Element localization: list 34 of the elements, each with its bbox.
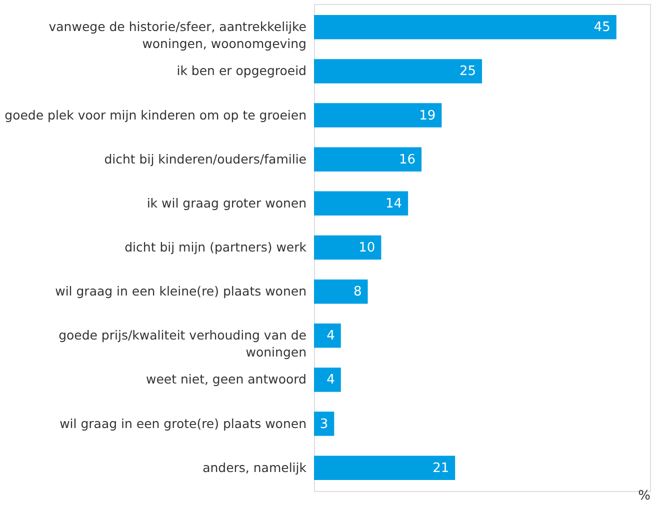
bar	[314, 15, 616, 40]
data-label: 45	[594, 20, 610, 36]
data-label: 25	[459, 64, 476, 80]
y-tick-label: ik ben er opgegroeid	[176, 63, 306, 78]
data-label: 4	[326, 372, 335, 388]
data-label: 16	[398, 152, 416, 168]
y-tick-label: goede plek voor mijn kinderen om op te groeien	[4, 107, 306, 122]
bar	[314, 191, 408, 216]
data-label: 19	[419, 108, 436, 124]
data-label: 3	[320, 416, 328, 432]
y-tick-label: weet niet, geen antwoord	[146, 372, 306, 387]
data-label: 4	[326, 328, 335, 344]
bar	[314, 279, 368, 304]
bar	[314, 368, 341, 392]
y-tick-label: vanwege de historie/sfeer, aantrekkelijke woningen, woonomgeving	[48, 19, 307, 52]
bar	[314, 235, 382, 260]
data-label: 10	[358, 240, 376, 256]
y-tick-label: wil graag in een grote(re) plaats wonen	[60, 416, 306, 431]
data-label: 21	[432, 460, 450, 476]
y-tick-label: goede prijs/kwaliteit verhouding van de woningen	[58, 328, 307, 360]
bar	[314, 324, 341, 348]
bar	[314, 147, 422, 172]
bar	[314, 412, 334, 436]
y-tick-label: dicht bij kinderen/ouders/familie	[104, 151, 307, 166]
y-tick-label: dicht bij mijn (partners) werk	[124, 240, 308, 254]
bar	[314, 59, 482, 84]
bar	[314, 103, 442, 128]
data-label: 8	[353, 284, 362, 300]
y-tick-label: ik wil graag groter wonen	[146, 195, 306, 210]
x-axis-title: %	[638, 488, 650, 504]
data-label: 14	[386, 196, 402, 212]
y-tick-label: anders, namelijk	[202, 460, 308, 475]
y-tick-label: wil graag in een kleine(re) plaats wonen	[55, 284, 306, 299]
bar	[314, 456, 456, 480]
